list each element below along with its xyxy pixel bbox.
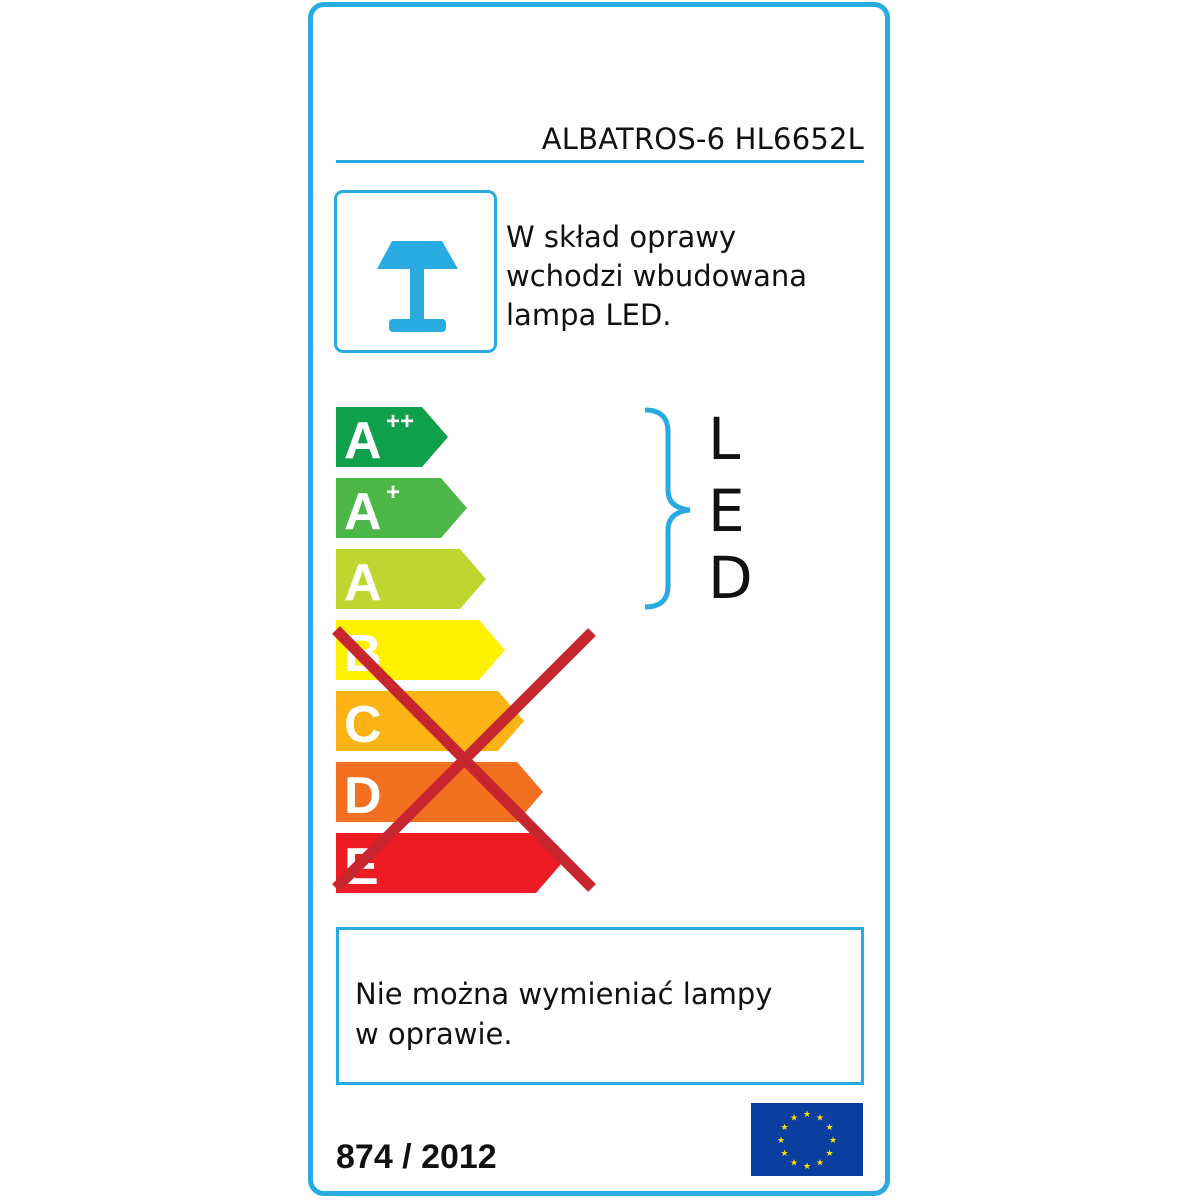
eu-flag-icon: ★ ★ ★ ★ ★ ★ ★ ★ ★ ★ ★ ★ <box>751 1103 863 1176</box>
eu-star: ★ <box>816 1113 824 1123</box>
energy-class-Aplusplus: A ++ <box>336 407 448 470</box>
led-letter: L <box>708 405 741 473</box>
curly-brace <box>644 407 691 610</box>
energy-class-letter: D <box>344 767 382 825</box>
lamp-icon-box <box>334 190 497 353</box>
energy-class-Aplus: A + <box>336 478 467 541</box>
eu-star: ★ <box>803 1162 811 1172</box>
energy-bar <box>336 549 486 609</box>
eu-star: ★ <box>790 1113 798 1123</box>
description-line: lampa LED. <box>506 298 672 332</box>
energy-bar <box>336 833 562 893</box>
eu-star: ★ <box>780 1149 788 1159</box>
energy-class-E: E <box>336 833 562 896</box>
divider <box>336 160 864 163</box>
eu-star: ★ <box>790 1159 798 1169</box>
table-lamp-icon <box>377 241 458 332</box>
energy-class-superscript: ++ <box>386 408 414 435</box>
energy-class-superscript: + <box>386 479 400 506</box>
eu-star: ★ <box>829 1136 837 1146</box>
energy-bar <box>336 478 467 538</box>
notice-box: Nie można wymieniać lampy w oprawie. <box>336 927 864 1085</box>
eu-star: ★ <box>780 1123 788 1133</box>
eu-star: ★ <box>777 1136 785 1146</box>
eu-star: ★ <box>803 1110 811 1120</box>
description-line: wchodzi wbudowana <box>506 259 807 293</box>
eu-star: ★ <box>825 1123 833 1133</box>
energy-bar <box>336 407 448 467</box>
description-line: W skład oprawy <box>506 220 737 254</box>
regulation-number: 874 / 2012 <box>336 1138 497 1176</box>
eu-star: ★ <box>816 1159 824 1169</box>
led-letter: E <box>708 477 745 545</box>
model-name: ALBATROS-6 HL6652L <box>541 122 864 156</box>
notice-line: w oprawie. <box>355 1017 513 1051</box>
led-letter: D <box>708 544 753 612</box>
label-frame <box>308 2 890 1196</box>
energy-class-D: D <box>336 762 543 825</box>
eu-star: ★ <box>825 1149 833 1159</box>
energy-class-letter: A <box>344 554 382 612</box>
energy-class-A: A <box>336 549 486 612</box>
energy-class-letter: C <box>344 696 382 754</box>
cross-line <box>332 628 596 892</box>
energy-class-letter: A <box>344 412 382 470</box>
description: W skład oprawy wchodzi wbudowana lampa L… <box>506 218 807 335</box>
energy-class-letter: A <box>344 483 382 541</box>
notice-line: Nie można wymieniać lampy <box>355 977 773 1011</box>
